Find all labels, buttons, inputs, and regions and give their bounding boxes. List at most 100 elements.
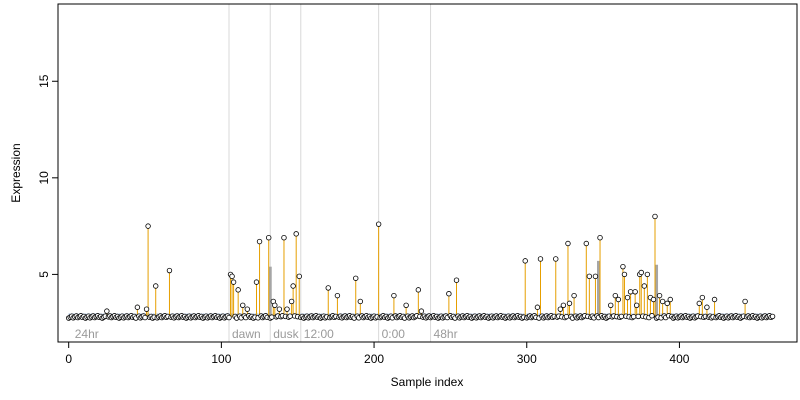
peak-point: [621, 271, 628, 278]
peak-point: [403, 302, 409, 309]
peak-point: [664, 300, 670, 307]
peak-point: [586, 273, 593, 280]
peak-point: [641, 283, 648, 289]
peak-point: [534, 304, 541, 310]
peak-point: [656, 292, 663, 299]
peak-point: [253, 279, 260, 285]
peak-point: [293, 231, 299, 237]
peak-point: [592, 273, 599, 280]
peak-point: [566, 300, 573, 307]
sample-point: [635, 313, 641, 320]
peak-point: [230, 279, 237, 285]
region-label: 12:00: [304, 327, 334, 341]
peak-point: [290, 283, 296, 289]
peak-point: [229, 273, 235, 280]
peak-point: [166, 267, 173, 274]
region-label: dawn: [232, 327, 261, 341]
peak-point: [699, 294, 706, 301]
peak-point: [375, 221, 382, 227]
peak-point: [704, 304, 710, 310]
peak-point: [353, 275, 359, 281]
sample-points: [65, 213, 776, 321]
region-label: 0:00: [382, 327, 406, 341]
peak-point: [612, 292, 619, 299]
peak-point: [632, 289, 638, 295]
sample-point: [769, 313, 776, 320]
sample-point: [649, 313, 655, 319]
region-label: 48hr: [434, 327, 458, 341]
peak-point: [235, 287, 241, 293]
peak-point: [565, 240, 571, 247]
peak-point: [742, 298, 748, 305]
x-axis-title: Sample index: [391, 375, 464, 389]
peak-point: [650, 296, 657, 303]
sample-point: [226, 314, 232, 321]
peak-point: [553, 256, 559, 262]
peak-point: [240, 302, 246, 309]
peak-point: [644, 271, 651, 278]
peak-point: [557, 306, 564, 312]
peak-point: [145, 223, 151, 229]
peak-point: [134, 304, 141, 310]
peak-point: [638, 269, 644, 276]
peak-point: [633, 302, 640, 309]
peak-point: [711, 296, 718, 303]
region-label: 24hr: [75, 327, 99, 341]
sample-point: [287, 313, 293, 319]
x-tick-label: 400: [669, 352, 689, 366]
sample-point: [142, 314, 148, 321]
y-tick-label: 5: [37, 271, 51, 278]
region-lines: [228, 4, 432, 342]
peak-point: [415, 287, 422, 293]
peak-point: [522, 258, 528, 264]
peak-point: [153, 283, 159, 289]
region-label: dusk: [273, 327, 299, 341]
region-labels: 24hr dawn dusk 12:00 0:00 48hr: [75, 327, 458, 341]
peak-point: [624, 294, 631, 301]
peak-point: [620, 263, 626, 270]
sample-point: [630, 313, 637, 320]
peak-point: [357, 298, 364, 305]
peak-point: [608, 302, 614, 309]
x-tick-label: 300: [517, 352, 537, 366]
y-tick-label: 15: [37, 74, 51, 88]
peak-point: [256, 238, 263, 245]
y-axis: 5 10 15: [37, 74, 58, 278]
sample-point: [618, 313, 625, 320]
peak-point: [284, 306, 290, 312]
peak-point: [659, 298, 666, 305]
sample-point: [269, 314, 275, 320]
x-tick-label: 200: [364, 352, 384, 366]
peak-point: [696, 300, 702, 307]
peak-point: [446, 291, 452, 297]
peak-point: [418, 308, 425, 314]
y-axis-title: Expression: [9, 143, 23, 202]
x-tick-label: 100: [211, 352, 231, 366]
peak-point: [143, 306, 150, 312]
peak-point: [244, 306, 251, 312]
peak-point: [453, 277, 460, 283]
peak-point: [583, 240, 589, 247]
peak-point: [334, 292, 341, 299]
peak-point: [615, 296, 622, 303]
peak-point: [276, 306, 283, 312]
peak-point: [627, 289, 634, 295]
peak-point: [652, 213, 658, 220]
y-tick-label: 10: [37, 171, 51, 185]
x-axis: 0 100 200 300 400: [65, 342, 690, 366]
peak-point: [571, 292, 577, 299]
peak-point: [325, 285, 331, 291]
peak-point: [667, 296, 673, 303]
plot-frame: [57, 3, 798, 343]
peak-point: [272, 302, 278, 309]
peak-point: [281, 235, 287, 241]
peak-point: [288, 298, 295, 305]
peak-point: [296, 273, 302, 280]
peak-point: [560, 302, 567, 309]
x-tick-label: 0: [65, 352, 72, 366]
peak-point: [266, 235, 272, 241]
peak-point: [104, 308, 110, 314]
peak-point: [597, 235, 603, 241]
